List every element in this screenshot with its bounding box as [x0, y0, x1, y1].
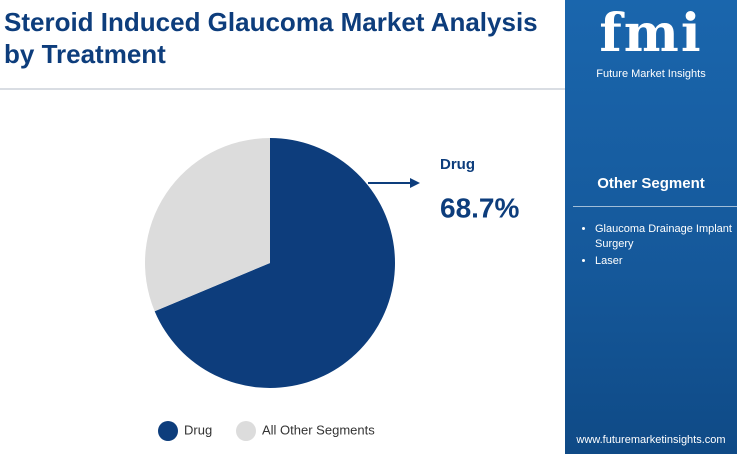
segment-list: Glaucoma Drainage Implant Surgery Laser: [579, 222, 737, 271]
website: www.futuremarketinsights.com: [576, 434, 726, 446]
chart-title: Steroid Induced Glaucoma Market Analysis…: [4, 7, 538, 69]
chart: Drug 68.7% Drug All Other Segments: [145, 138, 519, 441]
divider: [573, 206, 737, 207]
segment-heading: Other Segment: [597, 175, 705, 192]
callout-value: 68.7%: [440, 192, 519, 223]
pie-slice: [145, 138, 270, 312]
callout-arrowhead: [410, 178, 420, 188]
callout-label: Drug: [440, 156, 475, 173]
legend-label: Drug: [184, 422, 212, 437]
segment-item: Glaucoma Drainage Implant Surgery: [595, 222, 737, 252]
brand: Future Market Insights: [596, 68, 706, 80]
divider: [0, 88, 565, 90]
legend-swatch: [236, 421, 256, 441]
segment-item: Laser: [595, 254, 737, 269]
logo: fmi: [599, 3, 703, 64]
sidebar: fmi Future Market Insights Other Segment…: [565, 0, 737, 454]
legend-swatch: [158, 421, 178, 441]
legend-label: All Other Segments: [262, 422, 375, 437]
pie-slice: [154, 138, 395, 388]
